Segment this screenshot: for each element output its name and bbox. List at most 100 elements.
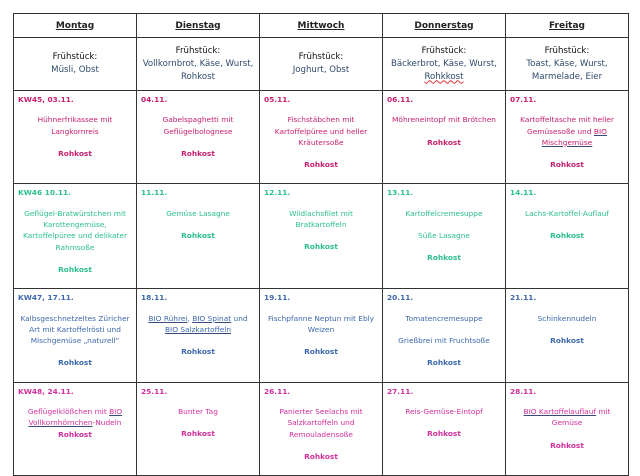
menu-content: 06.11. Möhreneintopf mit Brötchen Rohkost <box>383 91 505 161</box>
rohkost-text: Rohkost <box>550 160 584 170</box>
dish-text: Fischstäbchen mit Kartoffelpüree und hel… <box>264 114 378 148</box>
day-header-monday: Montag <box>13 13 137 38</box>
bio-product-text: BIO Vollkornhörnchen <box>28 407 123 428</box>
rohkost-text: Rohkost <box>181 231 215 241</box>
week-row: KW48, 24.11. Geflügelklößchen mit BIO Vol… <box>13 381 629 476</box>
menu-content: 20.11. Tomatencremesuppe Grießbrei mit Fru… <box>383 289 505 381</box>
dish-text: Reis-Gemüse-Eintopf <box>387 406 501 417</box>
dish-text: Geflügel-Bratwürstchen mit Karottengemüs… <box>18 208 132 253</box>
date-label: KW48, 24.11. <box>18 386 74 396</box>
rohkost-label: Rohkost <box>510 335 624 346</box>
dish-text: Kartoffelcremesuppe <box>387 208 501 219</box>
menu-content: KW47, 17.11. Kalbsgeschnetzeltes Züricher… <box>14 289 136 381</box>
rohkost-label: Rohkost <box>387 357 501 368</box>
week-row: KW46 10.11. Geflügel-Bratwürstchen mit Ka… <box>13 183 629 290</box>
rohkost-label: Rohkost <box>264 241 378 252</box>
dish-segment: Tomatencremesuppe <box>405 313 483 323</box>
date-label: 07.11. <box>510 95 537 104</box>
date-label: 06.11. <box>387 95 414 104</box>
rohkost-label: Rohkost <box>510 159 624 170</box>
dish-text: Fischpfanne Neptun mit Ebly Weizen <box>264 313 378 336</box>
breakfast-items: Müsli, Obst <box>51 65 99 75</box>
date-label: 12.11. <box>264 188 291 198</box>
day-menu-cell: KW47, 17.11. Kalbsgeschnetzeltes Züricher… <box>13 288 137 383</box>
menu-content: 11.11. Gemüse Lasagne Rohkost <box>137 184 259 254</box>
date-label: 26.11. <box>264 386 291 396</box>
rohkost-text: Rohkost <box>58 358 92 368</box>
rohkost-text: Rohkost <box>427 253 461 263</box>
date-label: 27.11. <box>387 386 414 396</box>
dish-segment: mit Gemüse <box>551 407 611 428</box>
date-label: 14.11. <box>510 188 537 198</box>
menu-content: 14.11. Lachs-Kartoffel-Auflauf Rohkost <box>506 184 628 254</box>
rohkost-text: Rohkost <box>304 347 338 357</box>
breakfast-label: Frühstück: <box>544 45 590 56</box>
dish-text: Möhreneintopf mit Brötchen <box>387 114 501 125</box>
dish-segment: Lachs-Kartoffel-Auflauf <box>524 208 610 218</box>
date-label: KW47, 17.11. <box>18 293 74 303</box>
dish-segment: Gemüse Lasagne <box>166 208 230 218</box>
dish-text: Gabelspaghetti mit Geflügelbolognese <box>141 114 255 137</box>
day-menu-cell: 04.11. Gabelspaghetti mit Geflügelbologne… <box>136 89 260 185</box>
breakfast-cell: Frühstück: Vollkornbrot, Käse, Wurst, Roh… <box>136 37 260 91</box>
breakfast-items: Joghurt, Obst <box>292 65 350 75</box>
dish-text: Wildlachsfilet mit Bratkartoffeln <box>264 208 378 231</box>
rohkost-text: Rohkost <box>181 429 215 439</box>
menu-content: 19.11. Fischpfanne Neptun mit Ebly Weizen… <box>260 289 382 370</box>
day-menu-cell: 05.11. Fischstäbchen mit Kartoffelpüree u… <box>259 89 383 185</box>
day-menu-cell: 18.11. BIO Rührei, BIO Spinat und BIO Sal… <box>136 288 260 383</box>
dish-segment: Möhreneintopf mit Brötchen <box>392 115 496 125</box>
breakfast-label: Frühstück: <box>421 45 467 56</box>
day-header-thursday: Donnerstag <box>382 13 506 38</box>
menu-content: 05.11. Fischstäbchen mit Kartoffelpüree u… <box>260 91 382 183</box>
dish-segment: Panierter Seelachs mit Salzkartoffeln un… <box>279 407 363 439</box>
menu-content: 12.11. Wildlachsfilet mit Bratkartoffeln R… <box>260 184 382 265</box>
rohkost-label: Rohkost <box>18 429 132 440</box>
date-label: KW46 10.11. <box>18 188 71 198</box>
date-label: 04.11. <box>141 95 168 104</box>
rohkost-label: Rohkost <box>264 159 378 170</box>
dish-segment: Reis-Gemüse-Eintopf <box>405 407 483 417</box>
rohkost-text: Rohkost <box>550 335 584 345</box>
rohkost-label: Rohkost <box>141 346 255 357</box>
rohkost-text: Rohkost <box>427 358 461 368</box>
dish-segment: Geflügelklößchen mit <box>27 407 110 417</box>
dish-segment: Geflügel-Bratwürstchen mit Karottengemüs… <box>22 208 127 252</box>
day-menu-cell: 14.11. Lachs-Kartoffel-Auflauf Rohkost <box>505 183 629 290</box>
dish-text: Süße Lasagne <box>387 230 501 241</box>
breakfast-cell: Frühstück: Bäckerbrot, Käse, Wurst, Rohkk… <box>382 37 506 91</box>
weeks-body: KW45, 03.11. Hühnerfrikassee mit Langkorn… <box>13 89 629 476</box>
rohkost-label: Rohkost <box>18 148 132 159</box>
dish-text: Tomatencremesuppe <box>387 313 501 324</box>
menu-content: 07.11. Kartoffeltasche mit heller Gemüses… <box>506 91 628 183</box>
day-menu-cell: 27.11. Reis-Gemüse-Eintopf Rohkost <box>382 381 506 476</box>
date-label: 25.11. <box>141 386 168 396</box>
day-menu-cell: 07.11. Kartoffeltasche mit heller Gemüses… <box>505 89 629 185</box>
date-label: 05.11. <box>264 95 291 104</box>
dish-segment: und <box>231 313 248 323</box>
rohkost-label: Rohkost <box>264 451 378 462</box>
dish-text: Schinkennudeln <box>510 313 624 324</box>
dish-text: Panierter Seelachs mit Salzkartoffeln un… <box>264 406 378 440</box>
dish-segment: Hühnerfrikassee mit Langkornreis <box>37 115 113 136</box>
dish-segment: Schinkennudeln <box>537 313 597 323</box>
rohkost-label: Rohkost <box>387 137 501 148</box>
day-menu-cell: 12.11. Wildlachsfilet mit Bratkartoffeln R… <box>259 183 383 290</box>
day-menu-cell: KW46 10.11. Geflügel-Bratwürstchen mit Ka… <box>13 183 137 290</box>
day-menu-cell: KW48, 24.11. Geflügelklößchen mit BIO Vol… <box>13 381 137 476</box>
day-header-wednesday: Mittwoch <box>259 13 383 38</box>
date-label: KW45, 03.11. <box>18 95 74 104</box>
week-row: KW47, 17.11. Kalbsgeschnetzeltes Züricher… <box>13 288 629 383</box>
lunch-menu-table: Montag Dienstag Mittwoch Donnerstag Frei… <box>13 13 629 476</box>
bio-product-text: BIO Rührei <box>148 313 188 323</box>
menu-content: 25.11. Bunter Tag Rohkost <box>137 383 259 453</box>
dish-segment: Süße Lasagne <box>418 231 470 241</box>
date-label: 28.11. <box>510 386 537 396</box>
rohkost-text: Rohkost <box>58 429 92 439</box>
dish-text: Kartoffeltasche mit heller Gemüsesoße un… <box>510 114 624 148</box>
dish-segment: Fischstäbchen mit Kartoffelpüree und hel… <box>274 115 368 147</box>
day-menu-cell: 20.11. Tomatencremesuppe Grießbrei mit Fru… <box>382 288 506 383</box>
day-menu-cell: 11.11. Gemüse Lasagne Rohkost <box>136 183 260 290</box>
day-menu-cell: 13.11. Kartoffelcremesuppe Süße Lasagne Roh… <box>382 183 506 290</box>
rohkost-label: Rohkost <box>141 428 255 439</box>
